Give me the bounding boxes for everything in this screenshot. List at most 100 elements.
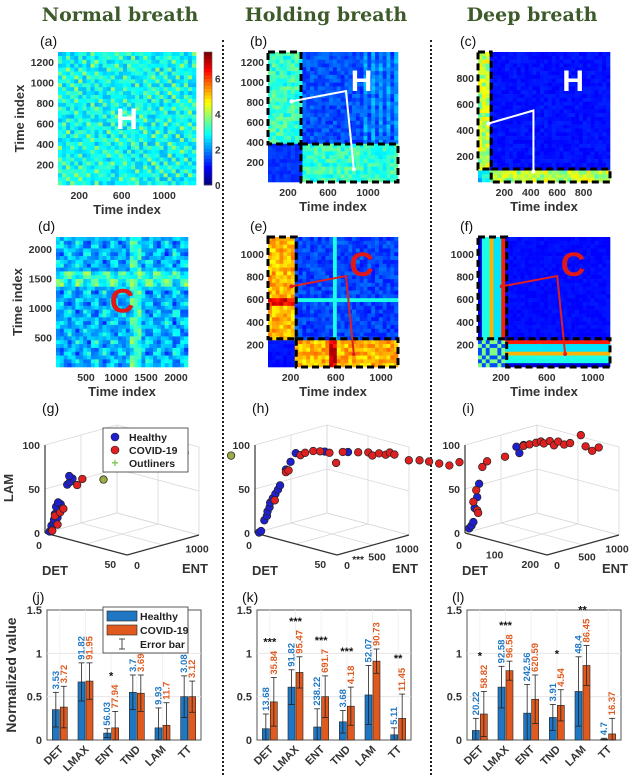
heatmap-cell — [336, 63, 341, 68]
heatmap-cell — [382, 162, 387, 168]
heatmap-cell — [160, 237, 166, 242]
heatmap-cell — [106, 52, 112, 57]
heatmap-cell — [371, 67, 376, 72]
heatmap-cell — [71, 347, 76, 353]
heatmap-cell — [168, 275, 173, 280]
heatmap-cell — [313, 105, 319, 110]
heatmap-cell — [141, 351, 146, 356]
colorbar-cell — [204, 71, 212, 76]
heatmap-cell — [528, 71, 533, 76]
heatmap-cell — [268, 328, 273, 333]
heatmap-cell — [586, 159, 591, 164]
heatmap-cell — [317, 67, 322, 72]
heatmap-cell — [184, 290, 189, 295]
heatmap-cell — [333, 120, 338, 125]
heatmap-cell — [283, 332, 288, 337]
heatmap-cell — [283, 132, 288, 137]
heatmap-cell — [180, 244, 185, 249]
heatmap-cell — [340, 105, 345, 110]
heatmap-cell — [536, 109, 541, 114]
heatmap-cell — [58, 177, 63, 182]
heatmap-cell — [582, 97, 588, 103]
heatmap-cell — [167, 102, 172, 108]
heatmap-cell — [56, 290, 61, 295]
heatmap-cell — [375, 113, 380, 118]
colorbar-tick-label: 2 — [215, 146, 221, 157]
heatmap-cell — [86, 145, 91, 151]
heatmap-cell — [321, 67, 326, 72]
heatmap-cell — [520, 117, 525, 122]
heatmap-cell — [66, 130, 71, 135]
heatmap-cell — [106, 141, 112, 147]
heatmap-cell — [279, 240, 284, 245]
heatmap-cell — [283, 321, 288, 326]
heatmap-cell — [594, 132, 599, 137]
heatmap-cell — [156, 263, 162, 268]
heatmap-cell — [151, 169, 156, 174]
heatmap-cell — [71, 332, 76, 337]
heatmap-cell — [145, 275, 150, 280]
heatmap-cell — [102, 324, 107, 330]
heatmap-cell — [287, 359, 292, 364]
heatmap-cell — [137, 344, 142, 349]
heatmap-cell — [163, 102, 168, 108]
heatmap-cell — [509, 128, 514, 133]
heatmap-cell — [114, 240, 119, 245]
heatmap-cell — [279, 305, 284, 310]
heatmap-cell — [163, 67, 168, 72]
heatmap-cell — [575, 94, 580, 99]
heatmap-cell — [149, 340, 154, 345]
heatmap-cell — [333, 97, 338, 103]
heatmap-cell — [98, 271, 103, 276]
heatmap-cell — [551, 52, 556, 57]
heatmap-cell — [559, 74, 564, 80]
heatmap-cell — [139, 110, 144, 115]
heatmap-cell — [135, 75, 140, 80]
heatmap-cell — [551, 55, 556, 60]
heatmap-cell — [294, 139, 299, 145]
heatmap-cell — [122, 282, 127, 288]
heatmap-cell — [114, 252, 119, 257]
heatmap-cell — [344, 71, 349, 76]
heatmap-cell — [279, 155, 284, 160]
heatmap-cell — [586, 166, 591, 171]
heatmap-cell — [485, 86, 490, 91]
heatmap-cell — [287, 328, 292, 333]
heatmap-cell — [83, 267, 88, 272]
heatmap-cell — [145, 298, 150, 303]
heatmap-cell — [512, 117, 518, 122]
heatmap-cell — [102, 177, 108, 182]
heatmap-cell — [547, 147, 553, 152]
heatmap-cell — [382, 52, 387, 57]
heatmap-cell — [135, 149, 140, 155]
heatmap-cell — [102, 91, 108, 96]
heatmap-cell — [147, 126, 152, 131]
heatmap-cell — [67, 298, 72, 303]
heatmap-cell — [122, 252, 127, 257]
heatmap-cell — [106, 98, 112, 104]
heatmap-cell — [378, 86, 384, 91]
heatmap-cell — [271, 248, 276, 253]
heatmap-cell — [333, 178, 338, 183]
heatmap-cell — [544, 63, 549, 68]
colorbar-cell — [204, 118, 212, 123]
heatmap-cell — [75, 305, 80, 310]
heatmap-cell — [563, 139, 568, 145]
heatmap-cell — [94, 305, 100, 310]
heatmap-cell — [540, 52, 545, 57]
heatmap-cell — [74, 59, 79, 65]
heatmap-cell — [567, 55, 572, 60]
heatmap-cell — [509, 139, 514, 145]
heatmap-cell — [114, 153, 120, 158]
heatmap-cell — [131, 149, 136, 155]
heatmap-cell — [94, 145, 99, 151]
heatmap-cell — [344, 74, 349, 80]
heatmap-cell — [129, 344, 134, 349]
heatmap-cell — [394, 67, 399, 72]
heatmap-cell — [155, 118, 160, 123]
heatmap-cell — [98, 161, 103, 166]
heatmap-cell — [56, 321, 61, 326]
heatmap-cell — [375, 63, 380, 68]
heatmap-cell — [125, 355, 131, 360]
